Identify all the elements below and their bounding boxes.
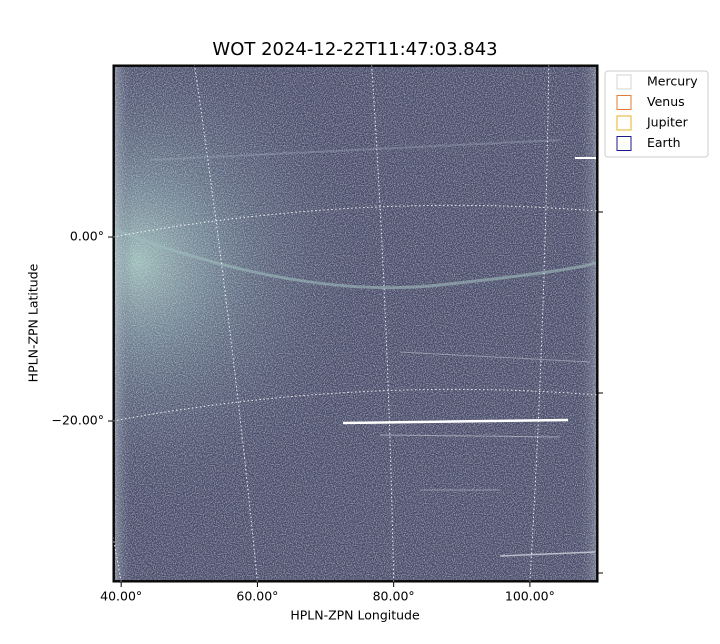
y-tick-label: −20.00° — [51, 413, 104, 428]
grid-line — [113, 204, 598, 238]
image — [113, 65, 598, 582]
legend-swatch — [616, 74, 632, 90]
x-tick-label: 60.00° — [236, 589, 278, 604]
x-axis-label: HPLN-ZPN Longitude — [290, 608, 420, 623]
x-tick-label: 80.00° — [373, 589, 415, 604]
legend-label: Earth — [647, 135, 681, 150]
grid-line — [113, 388, 598, 422]
legend-swatch — [616, 136, 632, 151]
x-tick-label: 100.00° — [505, 589, 555, 604]
grid-line — [194, 65, 258, 582]
legend-label: Mercury — [647, 74, 698, 89]
chart-title: WOT 2024-12-22T11:47:03.843 — [212, 39, 497, 60]
y-tick-label: 0.00° — [70, 229, 104, 244]
legend-swatch — [616, 95, 632, 110]
axes-frame — [112, 64, 599, 583]
x-tick-label: 40.00° — [100, 589, 142, 604]
legend-label: Jupiter — [646, 115, 689, 130]
legend-label: Venus — [647, 94, 685, 109]
legend-box — [604, 70, 709, 158]
legend: Mercury Venus Jupiter Earth — [604, 70, 709, 158]
legend-swatch — [616, 115, 632, 131]
y-axis-label: HPLN-ZPN Latitude — [26, 263, 41, 382]
